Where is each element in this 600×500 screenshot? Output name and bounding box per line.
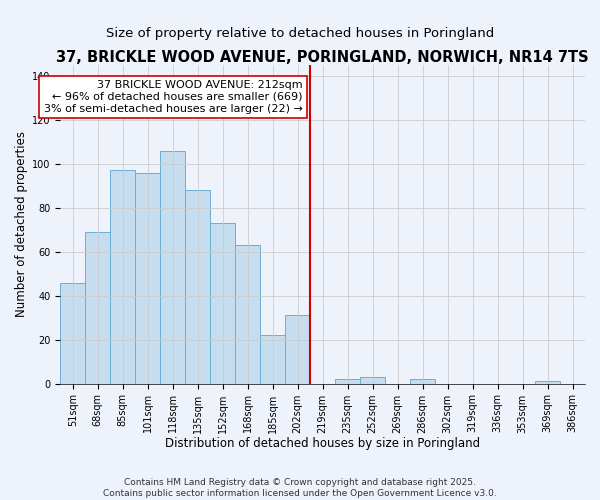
Bar <box>160 150 185 384</box>
Text: Size of property relative to detached houses in Poringland: Size of property relative to detached ho… <box>106 28 494 40</box>
Bar <box>360 377 385 384</box>
Bar <box>210 223 235 384</box>
Title: 37, BRICKLE WOOD AVENUE, PORINGLAND, NORWICH, NR14 7TS: 37, BRICKLE WOOD AVENUE, PORINGLAND, NOR… <box>56 50 589 65</box>
Bar <box>285 316 310 384</box>
Y-axis label: Number of detached properties: Number of detached properties <box>15 132 28 318</box>
Text: 37 BRICKLE WOOD AVENUE: 212sqm
← 96% of detached houses are smaller (669)
3% of : 37 BRICKLE WOOD AVENUE: 212sqm ← 96% of … <box>44 80 303 114</box>
Bar <box>185 190 210 384</box>
Bar <box>535 382 560 384</box>
Bar <box>136 172 160 384</box>
Bar <box>335 379 360 384</box>
Bar <box>110 170 136 384</box>
X-axis label: Distribution of detached houses by size in Poringland: Distribution of detached houses by size … <box>165 437 480 450</box>
Bar <box>61 282 85 384</box>
Bar <box>260 336 285 384</box>
Bar <box>410 379 435 384</box>
Bar <box>235 245 260 384</box>
Bar <box>85 232 110 384</box>
Text: Contains HM Land Registry data © Crown copyright and database right 2025.
Contai: Contains HM Land Registry data © Crown c… <box>103 478 497 498</box>
